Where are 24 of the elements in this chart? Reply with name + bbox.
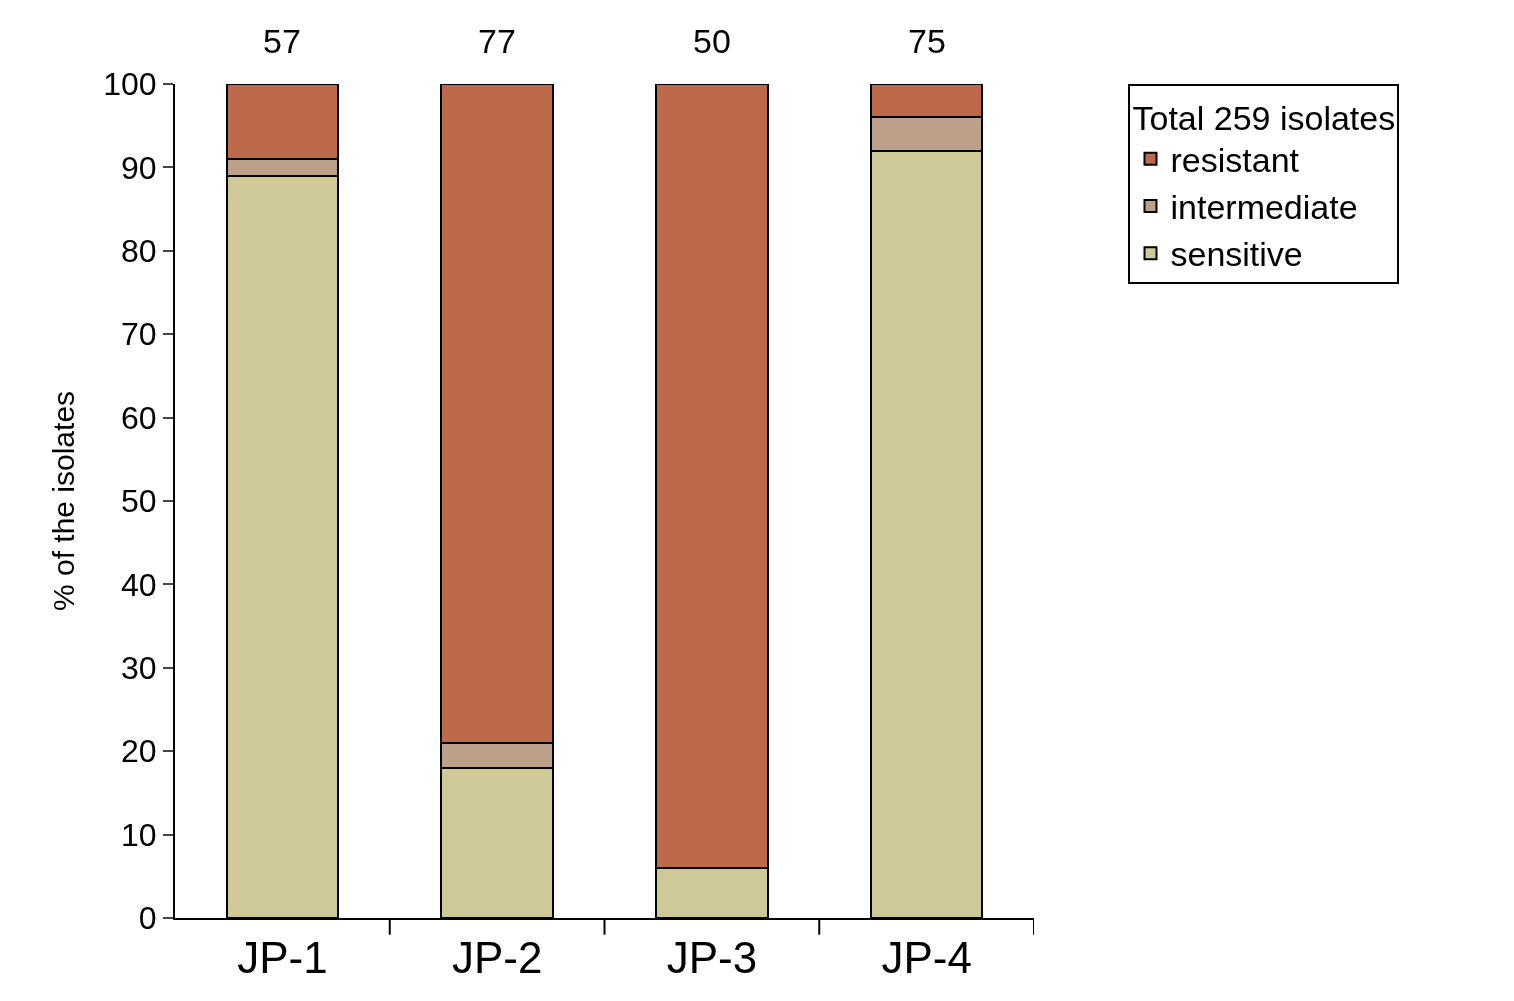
legend-title: Total 259 isolates <box>1132 99 1396 138</box>
y-tick-label: 100 <box>103 66 157 103</box>
y-tick-label: 50 <box>121 483 157 520</box>
x-tick-label: JP-4 <box>881 932 972 982</box>
legend-label: sensitive <box>1170 235 1303 274</box>
annotation: 75 <box>908 22 946 60</box>
legend-label: resistant <box>1170 141 1300 180</box>
x-tick-label: JP-2 <box>451 932 543 982</box>
x-tick-label: JP-1 <box>237 932 328 982</box>
y-tick-label: 70 <box>121 316 157 353</box>
y-tick-label: 30 <box>121 650 157 686</box>
y-tick-label: 60 <box>121 399 157 436</box>
y-tick-label: 40 <box>121 566 157 603</box>
legend-label: intermediate <box>1170 188 1358 227</box>
y-tick-label: 90 <box>121 149 157 186</box>
y-tick-label: 20 <box>121 733 157 770</box>
y-tick-label: 80 <box>121 233 157 269</box>
x-tick-label: JP-3 <box>666 932 758 982</box>
y-axis-title: % of the isolates <box>46 390 80 612</box>
y-tick-label: 10 <box>121 816 157 853</box>
annotation: 57 <box>263 22 301 60</box>
annotation: 50 <box>693 22 731 60</box>
y-tick-label: 0 <box>138 900 157 937</box>
annotation: 77 <box>478 22 516 60</box>
